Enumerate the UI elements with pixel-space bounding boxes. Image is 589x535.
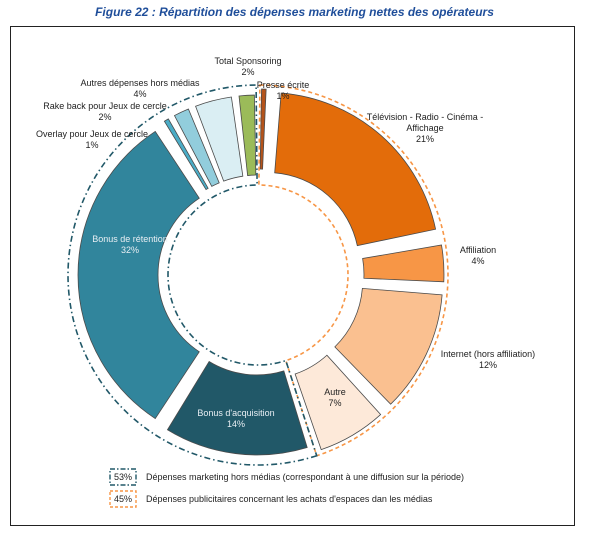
slice-internet-hors-affiliation <box>334 287 443 405</box>
slice-label-bonus-d-acquisition: Bonus d'acquisition 14% <box>197 408 274 429</box>
legend-entry-text: Dépenses marketing hors médias (correspo… <box>146 472 464 482</box>
slice-overlay-pour-jeux-de-cercle <box>163 118 209 191</box>
slice-bonus-d-acquisition <box>166 360 308 456</box>
slice-label-autre: Autre 7% <box>324 387 346 408</box>
slice-affiliation <box>362 244 445 283</box>
group-outlines <box>67 84 449 466</box>
slice-label-internet-hors-affiliation: Internet (hors affiliation) 12% <box>441 349 535 370</box>
slice-autre <box>294 354 382 451</box>
group-outline-media <box>258 84 449 457</box>
legend-box-medias <box>109 490 137 508</box>
slice-autres-depenses-hors-medias <box>195 96 244 182</box>
figure-title: Figure 22 : Répartition des dépenses mar… <box>95 5 494 19</box>
slice-label-rake-back-pour-jeux-de-cercle: Rake back pour Jeux de cercle 2% <box>43 101 167 122</box>
slice-total-sponsoring <box>238 94 257 176</box>
legend-entry-text: Dépenses publicitaires concernant les ac… <box>146 494 433 504</box>
slice-label-affiliation: Affiliation 4% <box>460 245 496 266</box>
group-outline-hors-medias <box>67 84 318 466</box>
slice-label-presse-ecrite: Presse écrite 1% <box>257 80 310 101</box>
legend-box-label: 53% <box>114 472 132 482</box>
slice-label-bonus-de-retention: Bonus de rétention 32% <box>92 234 168 255</box>
legend-box-hors-medias <box>109 468 137 486</box>
chart-frame <box>10 26 575 526</box>
slice-label-television-radio-cinema-affichage: Télévision - Radio - Cinéma -Affichage 21… <box>367 112 484 144</box>
slices-group <box>77 88 445 456</box>
legend-box-label: 45% <box>114 494 132 504</box>
slice-label-total-sponsoring: Total Sponsoring 2% <box>214 56 281 77</box>
legend: 53% Dépenses marketing hors médias (corre… <box>109 468 464 508</box>
slice-label-overlay-pour-jeux-de-cercle: Overlay pour Jeux de cercle 1% <box>36 129 148 150</box>
slice-labels: Presse écrite 1% Télévision - Radio - Ciné… <box>36 56 535 429</box>
slice-presse-ecrite <box>259 88 267 170</box>
slice-television-radio-cinema-affichage <box>274 92 437 247</box>
slice-label-autres-depenses-hors-medias: Autres dépenses hors médias 4% <box>80 78 200 99</box>
slice-rake-back-pour-jeux-de-cercle <box>173 108 220 187</box>
slice-bonus-de-retention <box>77 130 200 420</box>
